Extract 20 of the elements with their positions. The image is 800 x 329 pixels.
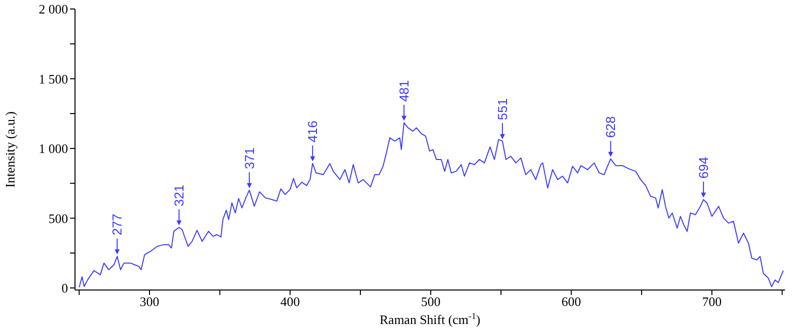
annotation: 371 (242, 147, 257, 170)
y-tick-label: 2 000 (38, 2, 68, 17)
x-tick-label: 700 (702, 294, 722, 310)
annotation: 321 (172, 184, 187, 206)
x-tick-label: 500 (420, 294, 440, 310)
y-axis-title: Intensity (a.u.) (2, 111, 18, 188)
annotation: 481 (396, 80, 412, 102)
y-tick-label: 0 (62, 280, 68, 296)
x-tick-label: 300 (140, 294, 160, 310)
x-axis-title: Raman Shift (cm$^{-1}$) (380, 311, 480, 327)
annotation: 416 (305, 120, 320, 142)
y-tick-label: 500 (48, 210, 68, 226)
annotation: 551 (494, 98, 510, 120)
annotation: 694 (696, 156, 712, 179)
x-tick-label: 600 (562, 294, 582, 310)
annotation: 628 (603, 116, 618, 138)
y-tick-label: 1 500 (38, 71, 68, 86)
annotation: 277 (110, 214, 125, 236)
y-tick-label: 1 000 (38, 141, 68, 156)
x-tick-label: 400 (280, 294, 300, 310)
